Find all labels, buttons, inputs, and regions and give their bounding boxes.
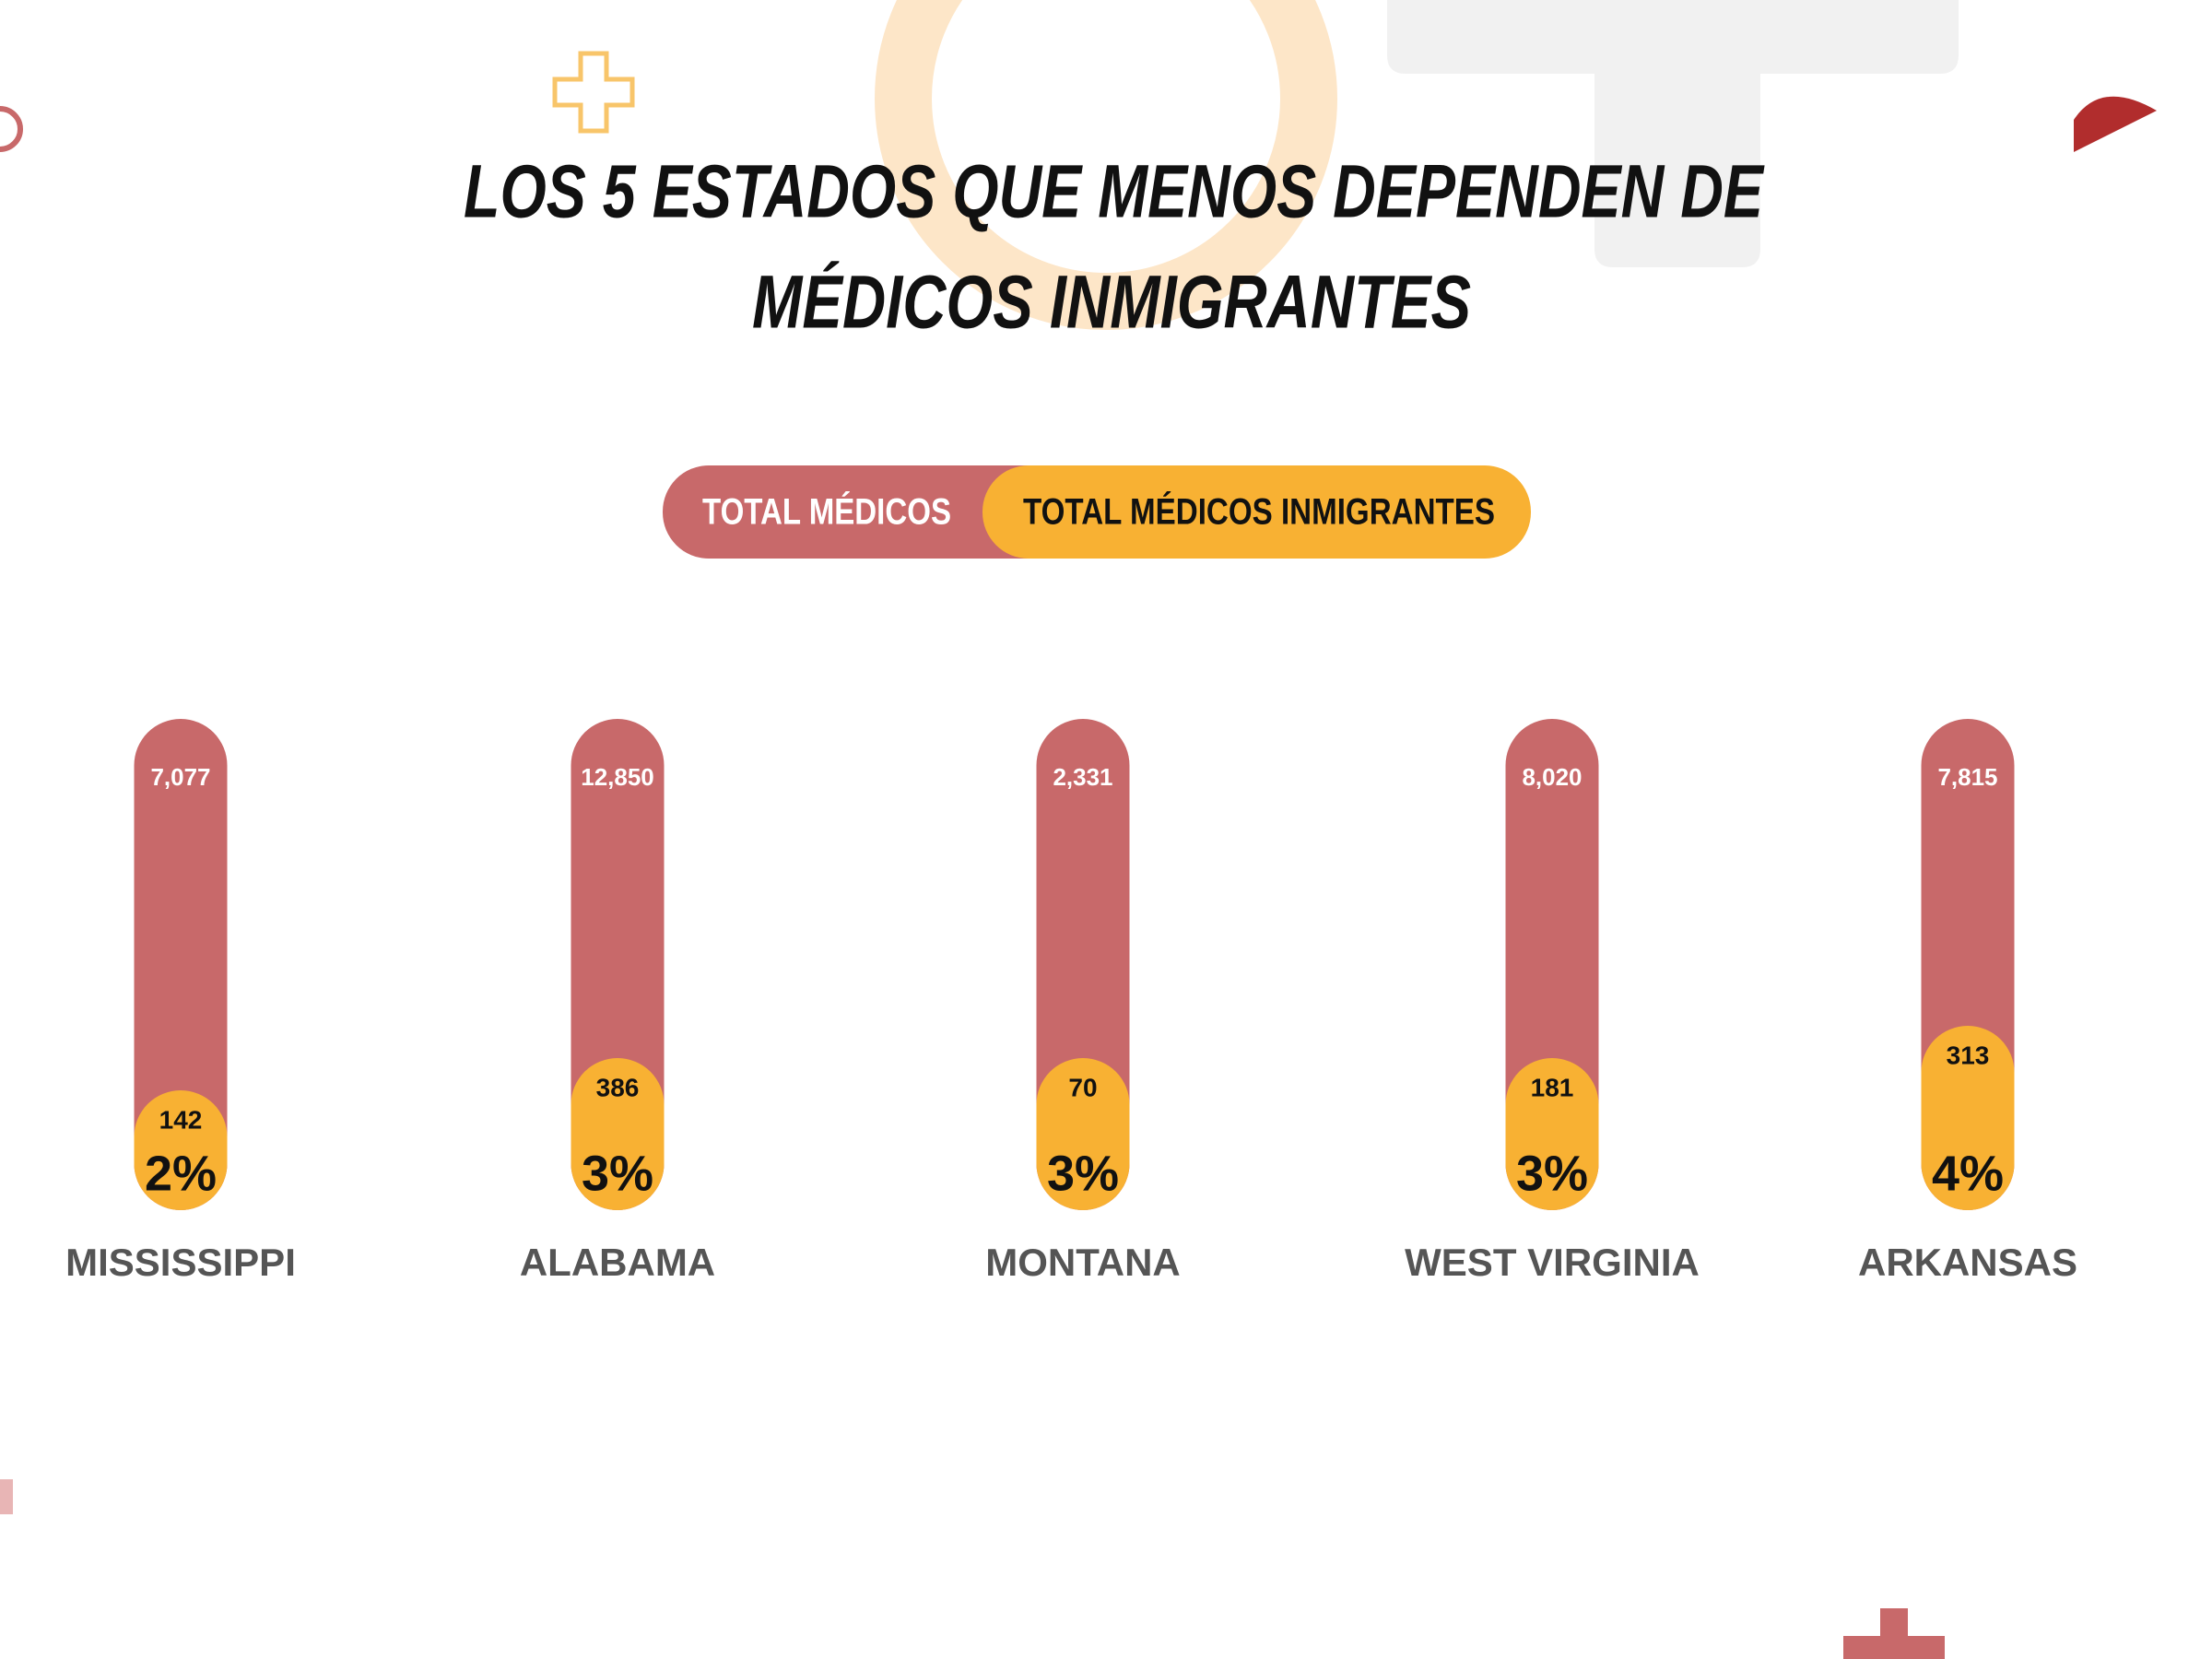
decor-plus — [1387, 0, 1959, 267]
decor-cross — [552, 51, 635, 134]
category-label: MISSISSIPPI — [65, 1241, 296, 1284]
value-label: 181 — [1531, 1073, 1574, 1101]
value-label: 386 — [596, 1073, 640, 1101]
share-label: 4% — [1932, 1146, 2004, 1201]
logo-mark — [2074, 96, 2157, 152]
legend-label: TOTAL MÉDICOS — [702, 491, 951, 533]
value-label: 70 — [1068, 1073, 1097, 1101]
value-label: 7,815 — [1937, 763, 1997, 791]
share-label: 3% — [1516, 1146, 1588, 1201]
decor-block — [0, 1479, 13, 1514]
immigrant-bar — [1505, 1058, 1599, 1210]
decor-circle — [0, 106, 23, 152]
share-label: 3% — [1047, 1146, 1119, 1201]
immigrant-bar — [571, 1058, 665, 1210]
chart-title: LOS 5 ESTADOS QUE MENOS DEPENDEN DE — [464, 150, 1765, 234]
value-label: 2,331 — [1053, 763, 1112, 791]
chart-title: MÉDICOS INMIGRANTES — [752, 261, 1471, 345]
value-label: 8,020 — [1522, 763, 1582, 791]
value-label: 313 — [1947, 1041, 1990, 1069]
legend-swatch — [982, 465, 1531, 559]
immigrant-bar — [134, 1090, 228, 1210]
value-label: 142 — [159, 1105, 203, 1134]
value-label: 12,850 — [581, 763, 654, 791]
decor-ring — [875, 0, 1337, 330]
category-label: WEST VIRGINIA — [1405, 1241, 1700, 1284]
decor-cross — [1843, 1608, 1945, 1659]
total-bar — [134, 719, 228, 1210]
value-label: 7,077 — [150, 763, 210, 791]
share-label: 2% — [145, 1146, 217, 1201]
immigrant-bar — [1036, 1058, 1130, 1210]
category-label: ALABAMA — [520, 1241, 715, 1284]
category-label: ARKANSAS — [1858, 1241, 2077, 1284]
legend-label: TOTAL MÉDICOS INMIGRANTES — [1023, 491, 1495, 533]
immigrant-bar — [1921, 1026, 2015, 1210]
share-label: 3% — [582, 1146, 653, 1201]
category-label: MONTANA — [985, 1241, 1181, 1284]
